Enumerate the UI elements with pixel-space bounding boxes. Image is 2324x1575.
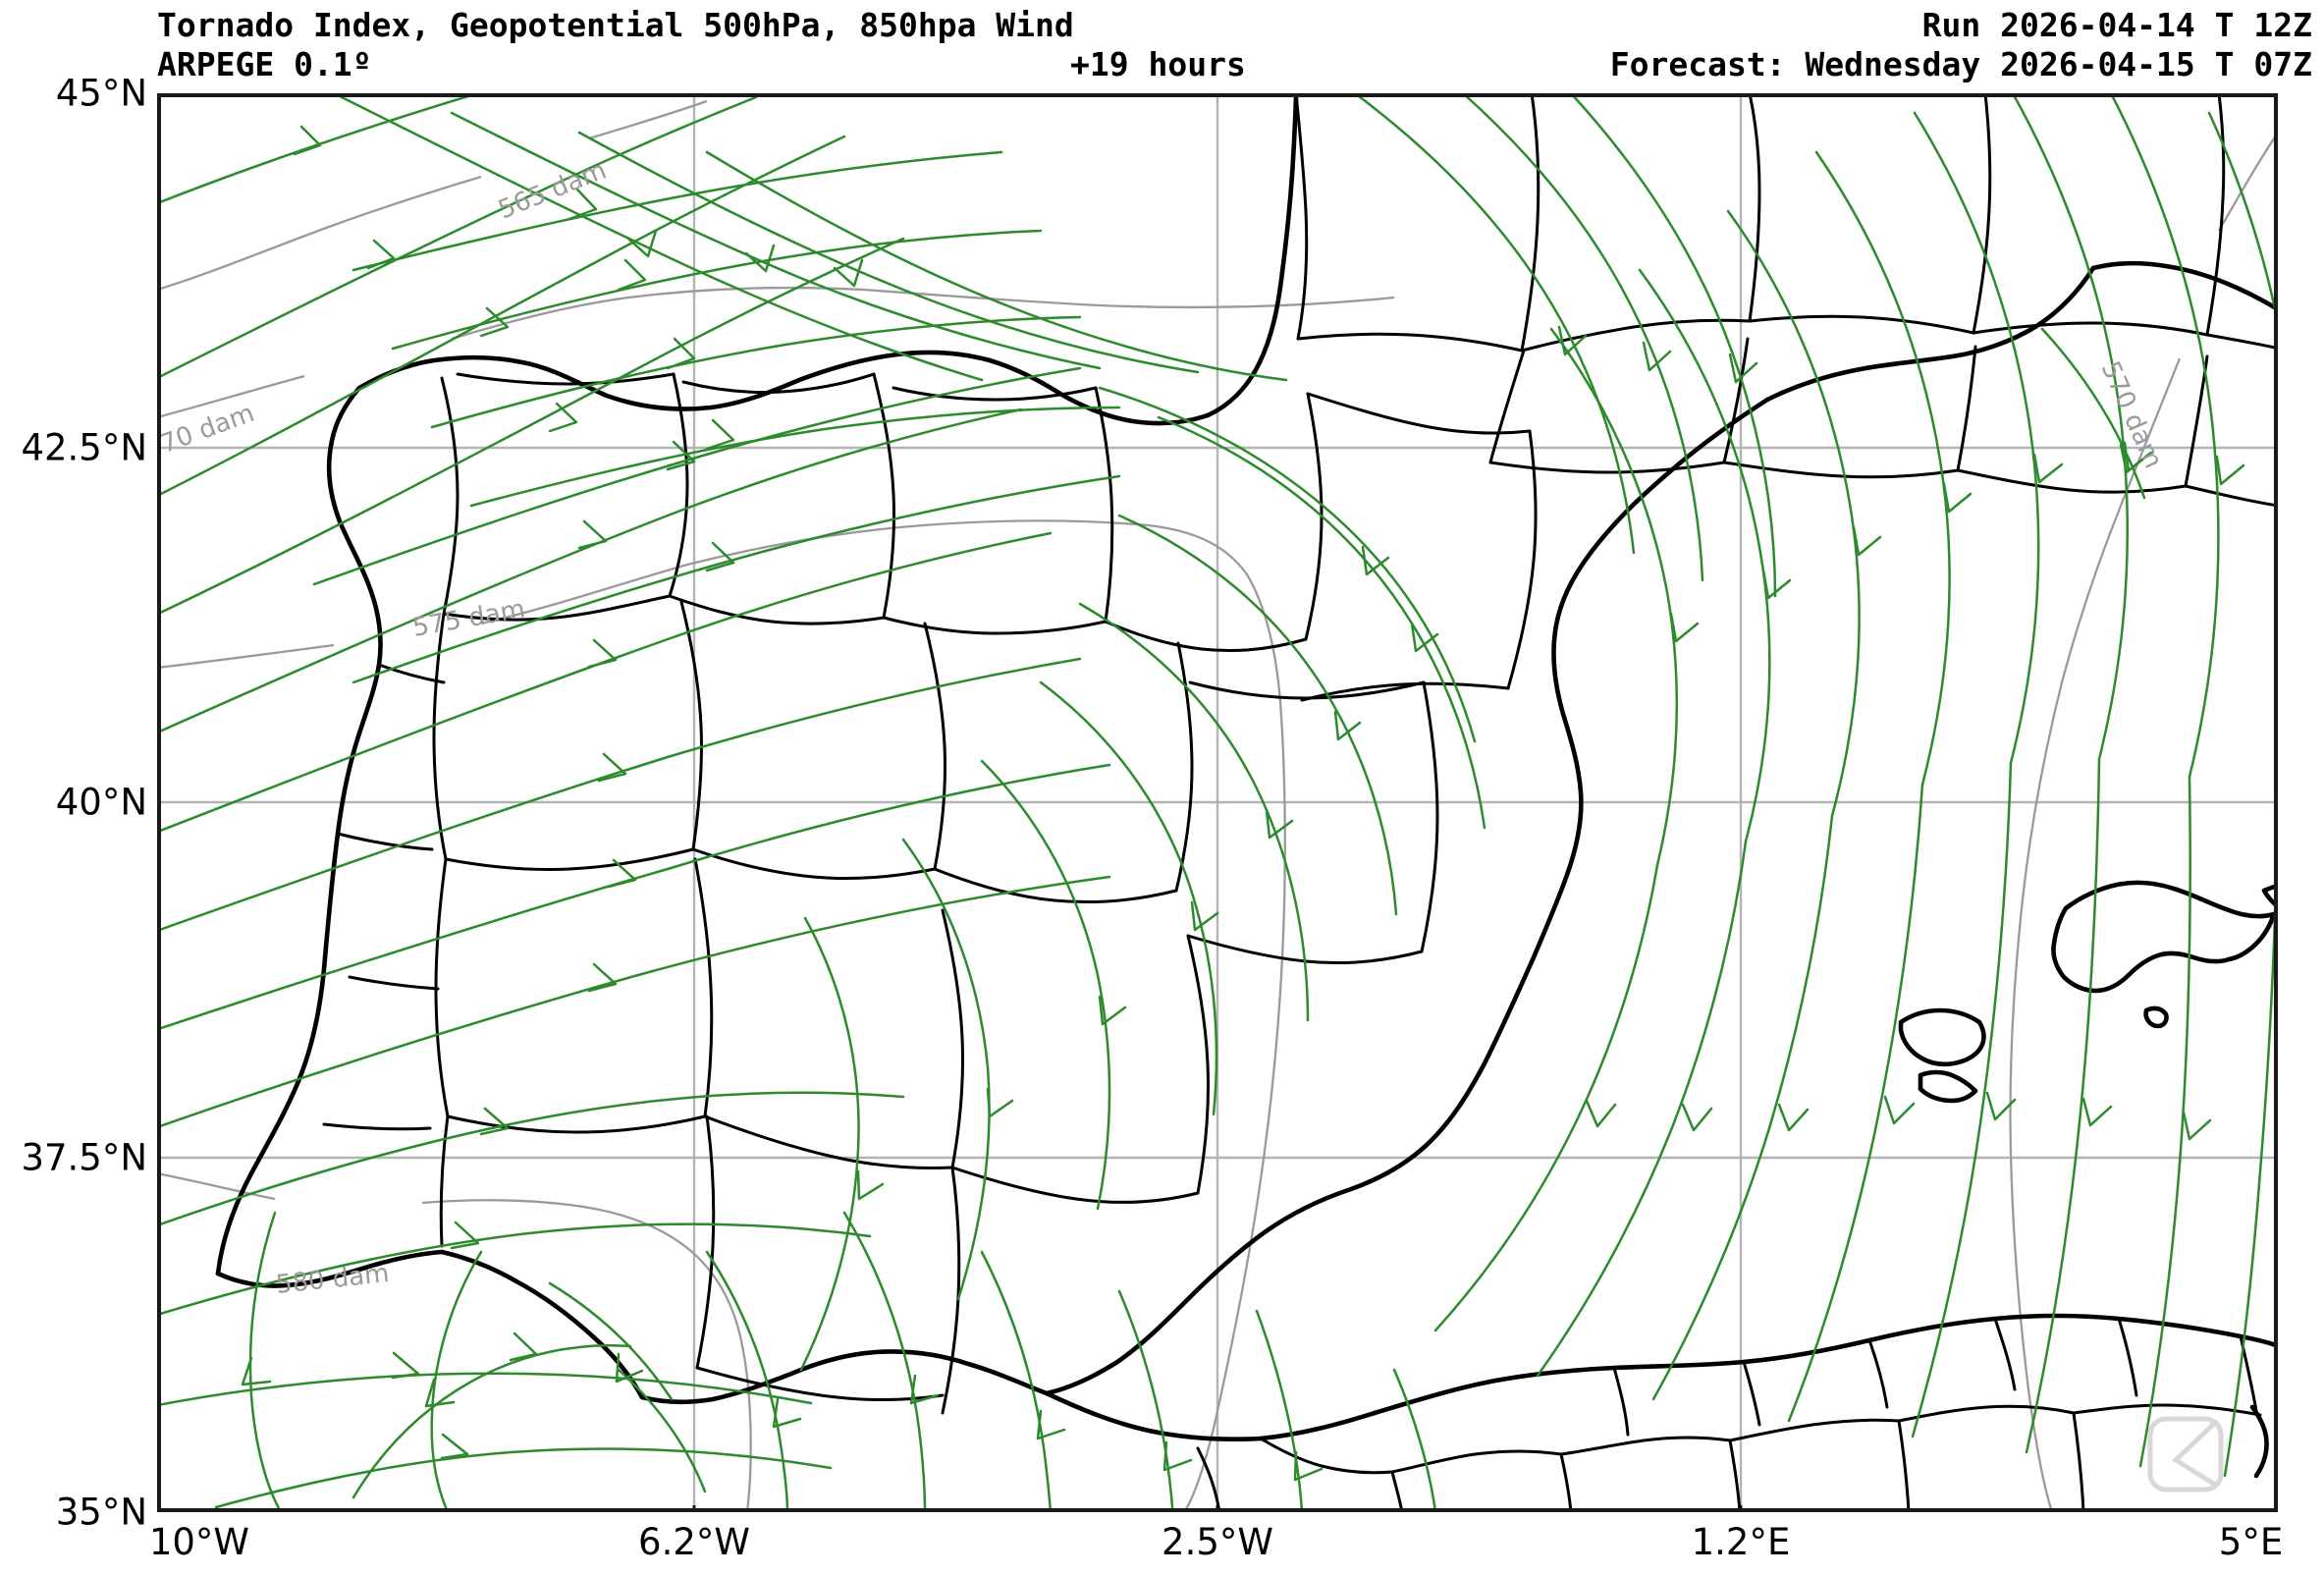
maghreb-province-borders <box>1196 1317 2262 1512</box>
coastline-algarve <box>215 1249 445 1288</box>
streamline-group-nw-iberia-local <box>351 150 1121 508</box>
streamline-group-mediterranean-south <box>1433 757 2278 1478</box>
y-tick-label-45n: 45°N <box>55 72 147 115</box>
streamline-group-gulf-cadiz-vortex <box>157 1091 905 1512</box>
streamline-group-france-interior <box>1353 93 2150 598</box>
contour-labels-layer: 565 dam 570 dam 575 dam 580 dam 570 dam <box>157 155 2168 1300</box>
map-plot-area[interactable]: 565 dam 570 dam 575 dam 580 dam 570 dam <box>157 93 2278 1512</box>
coastline-french-atlantic <box>1205 93 1299 418</box>
x-tick-label-5e: 5°E <box>2218 1521 2284 1563</box>
iberia-province-borders <box>432 372 1538 1415</box>
streamline-group-iberia-west <box>157 366 1121 1129</box>
contour-570dam-east <box>2009 132 2278 1512</box>
contour-label-570dam-east: 570 dam <box>2095 357 2168 473</box>
forecast-time-label: Forecast: Wednesday 2026-04-15 T 07Z <box>1609 45 2312 83</box>
run-time-label: Run 2026-04-14 T 12Z <box>1921 6 2312 44</box>
coastline-north-africa <box>1044 1390 1264 1442</box>
coastline-mediterranean-iberia <box>1044 397 1770 1396</box>
coastline-gulf-cadiz <box>439 1249 645 1400</box>
coastline-ne-island <box>2249 1404 2269 1479</box>
coastline-cantabrian <box>356 350 1211 426</box>
coastline-cabrera <box>2143 1005 2169 1029</box>
streamline-group-iberia-center <box>799 386 1486 1372</box>
contour-565dam <box>157 99 708 292</box>
coastline-provence <box>2090 260 2278 312</box>
contour-570dam <box>157 286 1395 419</box>
y-tick-label-42-5n: 42.5°N <box>21 426 147 469</box>
contour-label-570dam: 570 dam <box>157 399 258 465</box>
x-tick-label-10w: 10°W <box>148 1521 249 1563</box>
contour-label-580dam: 580 dam <box>275 1259 391 1300</box>
y-tick-label-37-5n: 37.5°N <box>21 1136 147 1179</box>
map-title: Tornado Index, Geopotential 500hPa, 850h… <box>157 6 1074 44</box>
coastline-atlantic-iberia <box>215 385 383 1276</box>
coastline-gibraltar-strait <box>639 1349 1050 1405</box>
coastline-mallorca <box>2051 880 2277 994</box>
coastline-morocco-algeria <box>1258 1313 2278 1441</box>
model-name: ARPEGE 0.1º <box>157 45 372 83</box>
coastline-ibiza <box>1898 1007 1986 1067</box>
x-tick-label-1-2e: 1.2°E <box>1691 1521 1791 1563</box>
wind-streamlines-layer <box>157 93 2278 1512</box>
coastline-gulf-of-lion <box>1764 265 2096 403</box>
lead-time-label: +19 hours <box>1070 45 1246 83</box>
x-tick-label-2-5w: 2.5°W <box>1162 1521 1273 1563</box>
portugal-district-borders <box>322 663 446 1131</box>
x-tick-label-6-2w: 6.2°W <box>638 1521 750 1563</box>
contour-label-565dam: 565 dam <box>494 155 610 225</box>
y-tick-label-40n: 40°N <box>55 781 147 824</box>
gridlines-layer <box>157 93 2278 1512</box>
streamline-group-northwest <box>157 93 1288 616</box>
france-department-borders <box>1294 93 2278 508</box>
coastlines-layer <box>215 93 2278 1512</box>
coastline-formentera <box>1918 1069 1978 1104</box>
y-tick-label-35n: 35°N <box>55 1491 147 1534</box>
contour-label-575dam: 575 dam <box>410 594 527 643</box>
streamline-group-southeast-iberia <box>705 1211 1437 1512</box>
